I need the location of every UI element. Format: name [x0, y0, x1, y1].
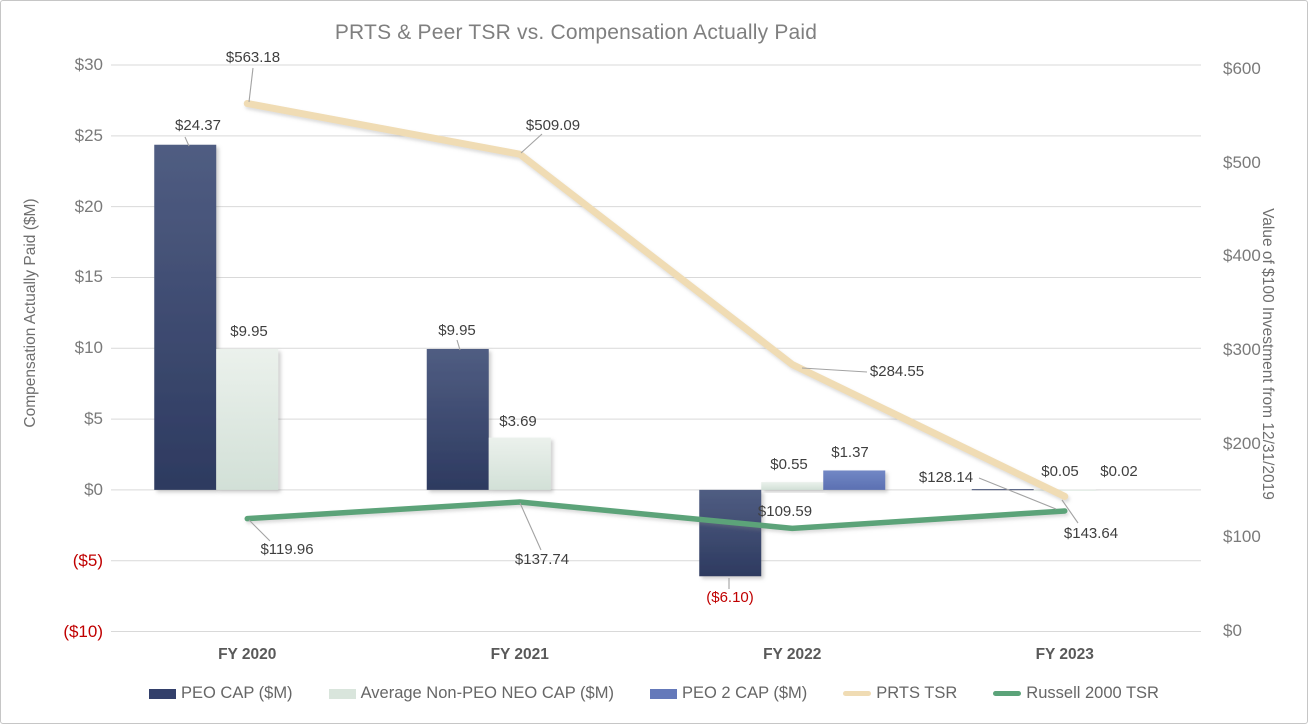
bar-peo-cap-m--fy-2020 — [154, 144, 217, 490]
right-axis-tick: $400 — [1223, 246, 1261, 266]
leader-line — [519, 502, 542, 551]
data-label-peo-cap-m--fy-2020: $24.37 — [175, 117, 221, 134]
bar-peo-cap-m--fy-2023 — [971, 489, 1034, 491]
leader-line — [248, 519, 271, 542]
left-axis-tick: $30 — [74, 55, 103, 74]
legend-swatch — [843, 691, 872, 696]
data-label-prts-tsr-fy-2023: $143.64 — [1063, 525, 1119, 542]
legend-swatch — [328, 688, 356, 699]
category-label-fy-2022: FY 2022 — [763, 646, 822, 663]
legend-label: Russell 2000 TSR — [1026, 684, 1159, 702]
right-axis-tick: $0 — [1223, 621, 1242, 640]
right-axis-tick: $100 — [1223, 527, 1261, 547]
bar-average-non-peo-neo-cap-m--fy-2021 — [488, 437, 551, 490]
right-axis-tick: $300 — [1223, 340, 1261, 359]
leader-line — [1061, 499, 1079, 524]
legend-label: PEO 2 CAP ($M) — [681, 684, 808, 702]
data-label-peo-cap-m--fy-2022: ($6.10) — [706, 589, 754, 606]
data-label-average-non-peo-neo-cap-m--fy-2021: $3.69 — [499, 413, 537, 430]
bar-peo-cap-m--fy-2022 — [699, 489, 762, 577]
category-label-fy-2021: FY 2021 — [490, 646, 549, 663]
data-label-prts-tsr-fy-2021: $509.09 — [525, 117, 581, 134]
bar-average-non-peo-neo-cap-m--fy-2022 — [761, 482, 824, 490]
data-label-russell-2000-tsr-fy-2020: $119.96 — [260, 541, 314, 558]
left-axis-tick: ($10) — [63, 621, 103, 641]
left-axis-tick: $25 — [74, 125, 103, 145]
legend-item-average-non-peo-neo-cap-m-: Average Non-PEO NEO CAP ($M) — [328, 684, 614, 703]
left-axis-tick: $15 — [74, 267, 103, 287]
data-label-average-non-peo-neo-cap-m--fy-2023: $0.02 — [1100, 463, 1138, 480]
legend-swatch — [993, 691, 1022, 696]
data-label-russell-2000-tsr-fy-2023: $128.14 — [918, 469, 974, 486]
data-label-russell-2000-tsr-fy-2021: $137.74 — [514, 551, 570, 568]
legend-label: PEO CAP ($M) — [181, 684, 293, 702]
right-axis-tick: $200 — [1223, 433, 1261, 453]
bar-average-non-peo-neo-cap-m--fy-2020 — [216, 348, 279, 490]
data-label-peo-2-cap-m--fy-2022: $1.37 — [831, 444, 869, 461]
leader-line — [456, 339, 461, 351]
data-label-average-non-peo-neo-cap-m--fy-2020: $9.95 — [230, 323, 268, 340]
left-axis-title: Compensation Actually Paid ($M) — [22, 198, 39, 428]
legend-swatch — [149, 688, 176, 699]
bar-peo-2-cap-m--fy-2022 — [823, 470, 886, 490]
data-label-peo-cap-m--fy-2023: $0.05 — [1041, 463, 1079, 480]
right-axis-tick: $500 — [1223, 152, 1261, 172]
line-prts-tsr — [243, 99, 1069, 500]
right-axis-tick: $600 — [1223, 59, 1261, 78]
legend-label: Average Non-PEO NEO CAP ($M) — [360, 684, 614, 702]
bar-average-non-peo-neo-cap-m--fy-2023 — [1033, 489, 1096, 491]
data-label-peo-cap-m--fy-2021: $9.95 — [438, 322, 476, 339]
leader-line — [520, 133, 543, 154]
left-axis-tick: $20 — [74, 196, 103, 216]
legend-item-russell-2000-tsr: Russell 2000 TSR — [993, 684, 1159, 703]
legend-item-peo-cap-m-: PEO CAP ($M) — [149, 684, 293, 703]
legend-item-peo-2-cap-m-: PEO 2 CAP ($M) — [649, 684, 808, 703]
legend-item-prts-tsr: PRTS TSR — [843, 684, 957, 703]
left-axis-tick: $10 — [74, 338, 103, 358]
leader-line — [248, 67, 254, 103]
leader-line — [801, 367, 868, 373]
left-axis-tick: $0 — [84, 479, 103, 499]
left-axis-tick: ($5) — [72, 550, 103, 570]
data-label-prts-tsr-fy-2022: $284.55 — [869, 363, 925, 380]
chart-title: PRTS & Peer TSR vs. Compensation Actuall… — [334, 21, 818, 44]
line-russell-2000-tsr — [244, 499, 1068, 532]
leader-line — [184, 136, 190, 147]
legend-swatch — [649, 688, 677, 699]
legend-label: PRTS TSR — [876, 684, 958, 702]
category-label-fy-2020: FY 2020 — [218, 646, 277, 663]
bar-peo-cap-m--fy-2021 — [426, 348, 489, 490]
data-label-russell-2000-tsr-fy-2022: $109.59 — [757, 503, 813, 520]
data-label-average-non-peo-neo-cap-m--fy-2022: $0.55 — [770, 456, 808, 473]
data-label-prts-tsr-fy-2020: $563.18 — [225, 49, 281, 66]
left-axis-tick: $5 — [84, 409, 103, 429]
leader-line — [978, 477, 1057, 510]
chart-legend: PEO CAP ($M) Average Non-PEO NEO CAP ($M)… — [1, 684, 1307, 703]
category-label-fy-2023: FY 2023 — [1035, 646, 1094, 663]
